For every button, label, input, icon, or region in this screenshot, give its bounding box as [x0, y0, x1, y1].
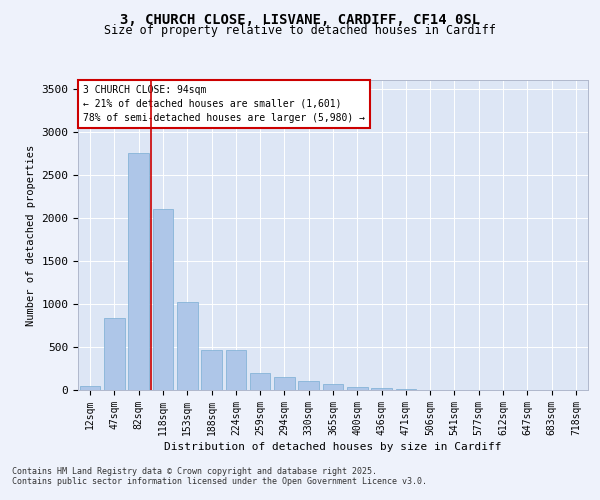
Text: Contains public sector information licensed under the Open Government Licence v3: Contains public sector information licen… [12, 478, 427, 486]
Bar [371, 388, 392, 390]
Bar [152, 209, 173, 390]
Text: 3 CHURCH CLOSE: 94sqm
← 21% of detached houses are smaller (1,601)
78% of semi-d: 3 CHURCH CLOSE: 94sqm ← 21% of detached … [83, 84, 365, 122]
Bar [323, 384, 343, 390]
Text: Distribution of detached houses by size in Cardiff: Distribution of detached houses by size … [164, 442, 502, 452]
Bar [128, 153, 149, 390]
Bar [395, 389, 416, 390]
Bar [274, 376, 295, 390]
Bar [104, 318, 125, 390]
Bar [177, 302, 197, 390]
Bar [347, 387, 368, 390]
Bar [298, 382, 319, 390]
Bar [250, 373, 271, 390]
Bar [80, 386, 100, 390]
Text: 3, CHURCH CLOSE, LISVANE, CARDIFF, CF14 0SL: 3, CHURCH CLOSE, LISVANE, CARDIFF, CF14 … [120, 12, 480, 26]
Text: Contains HM Land Registry data © Crown copyright and database right 2025.: Contains HM Land Registry data © Crown c… [12, 468, 377, 476]
Bar [201, 350, 222, 390]
Bar [226, 350, 246, 390]
Text: Size of property relative to detached houses in Cardiff: Size of property relative to detached ho… [104, 24, 496, 37]
Y-axis label: Number of detached properties: Number of detached properties [26, 144, 36, 326]
